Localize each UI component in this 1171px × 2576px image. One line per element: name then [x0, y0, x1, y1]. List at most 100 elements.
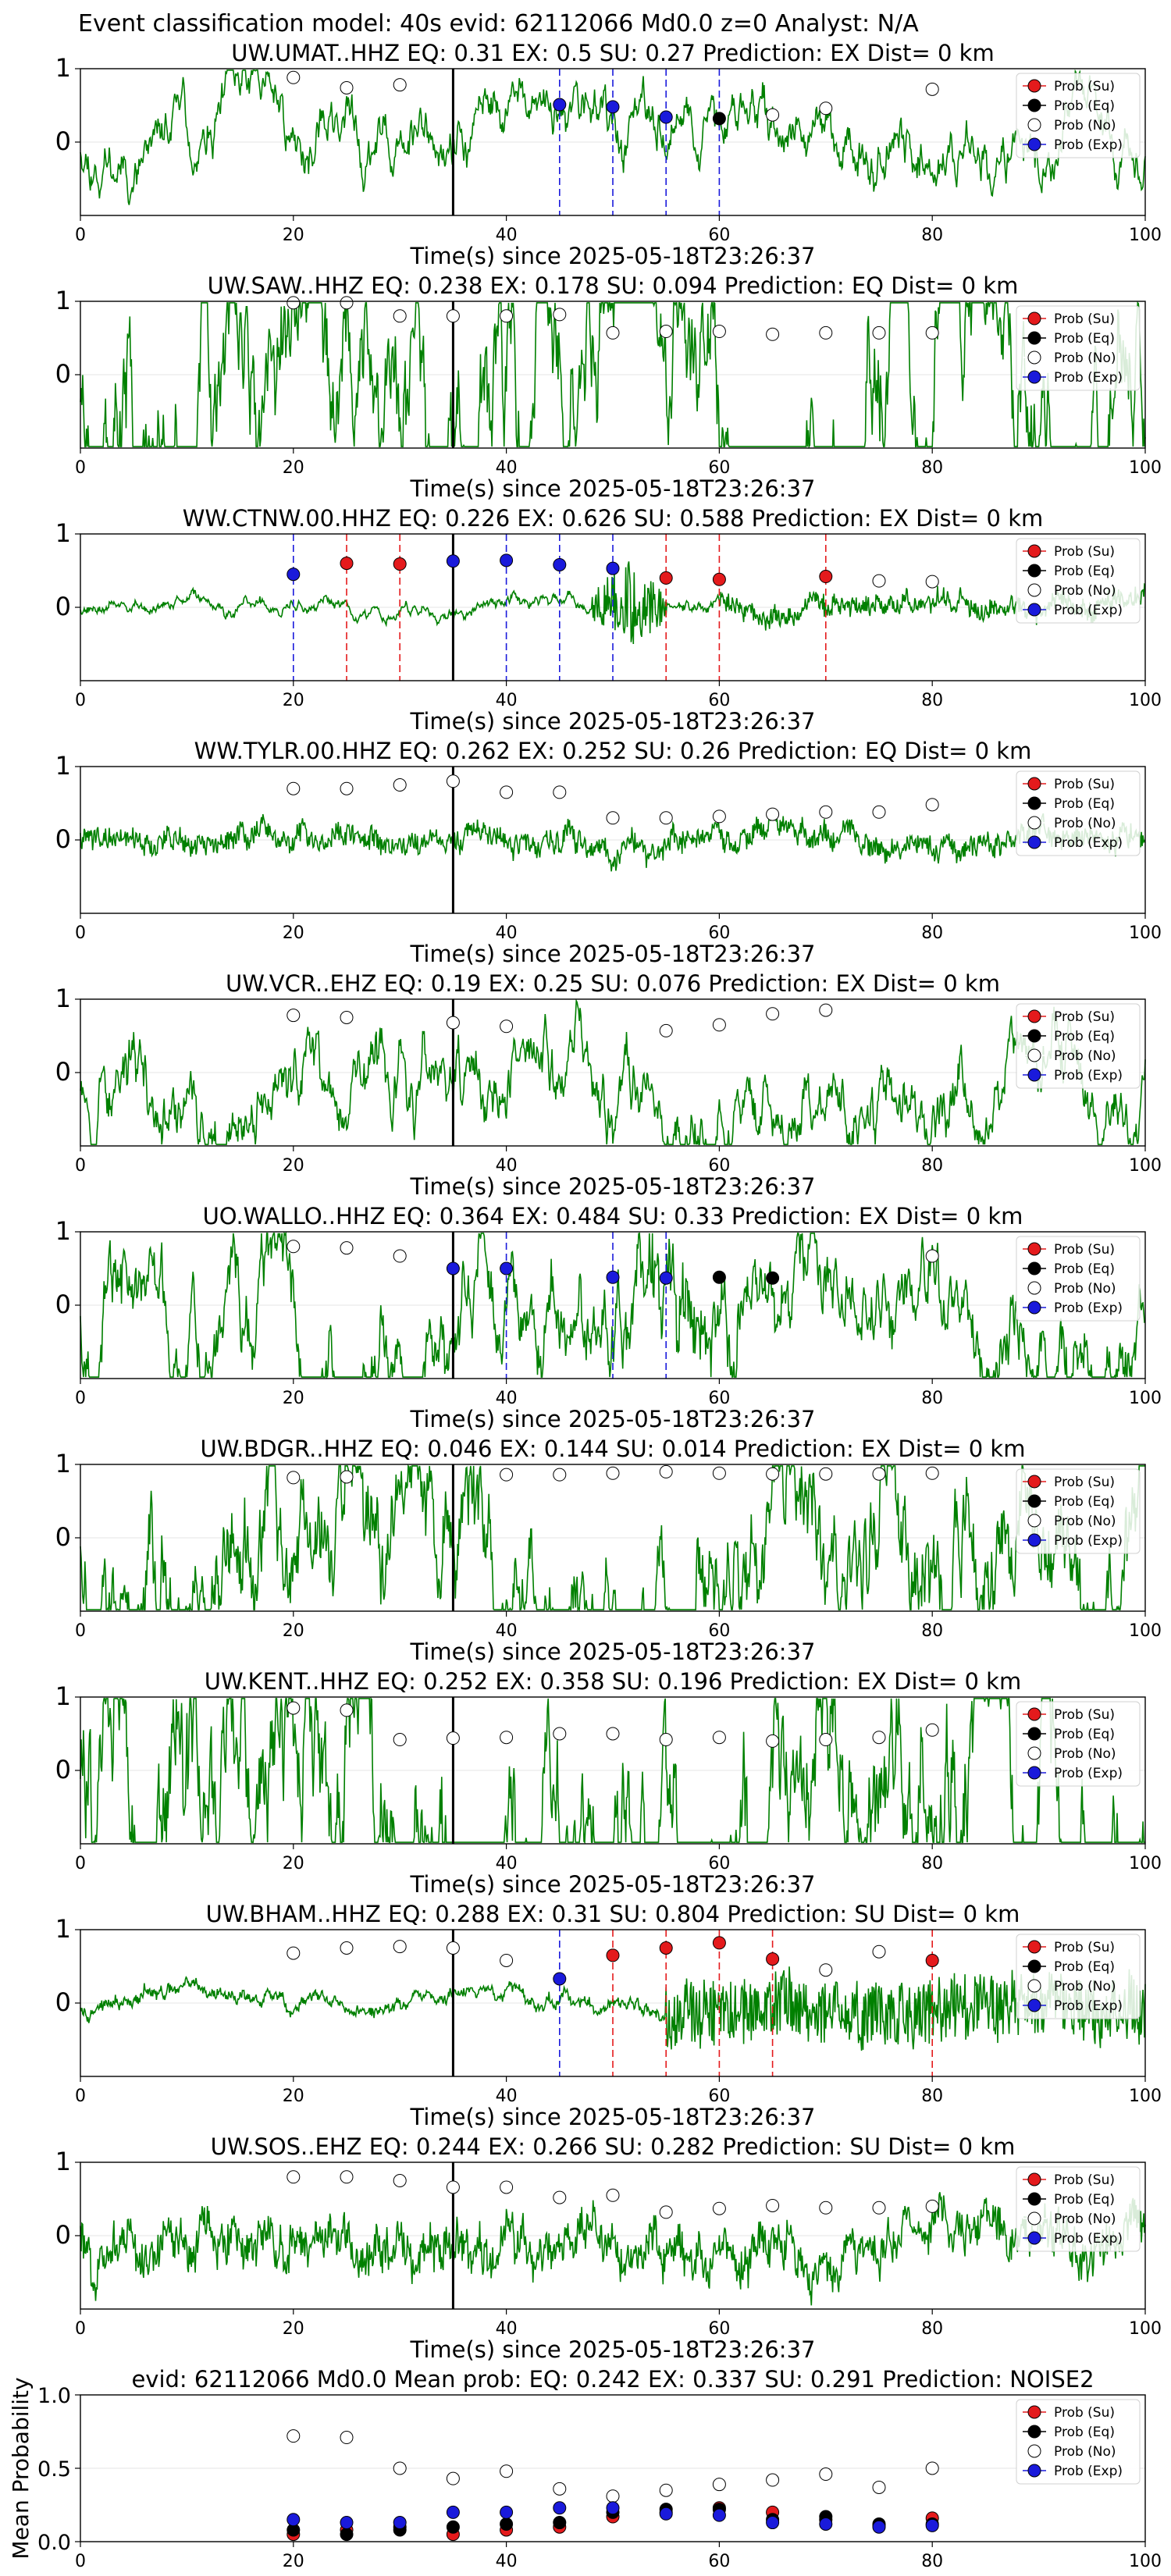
- legend-swatch-su: [1027, 79, 1041, 93]
- legend-box: [1016, 2399, 1141, 2485]
- prob-no-point: [659, 325, 673, 339]
- panel-11: evid: 62112066 Md0.0 Mean prob: EQ: 0.24…: [8, 2366, 1162, 2571]
- y-axis-label: Mean Probability: [8, 2377, 34, 2559]
- prob-no-point: [393, 1733, 407, 1747]
- waveform-trace: [80, 561, 1146, 645]
- prob-no-point: [659, 1023, 673, 1037]
- prob-su-point: [819, 570, 833, 584]
- prob-no-point: [925, 798, 939, 812]
- x-tick-label: 60: [708, 226, 730, 245]
- legend-label-eq: Prob (Eq): [1054, 1261, 1115, 1277]
- x-tick-label: 20: [283, 458, 304, 478]
- legend-swatch-exp: [1027, 1300, 1041, 1315]
- x-tick-label: 40: [496, 923, 518, 943]
- prob-no-point: [446, 309, 460, 323]
- x-axis-label: Time(s) since 2025-05-18T23:26:37: [410, 243, 816, 269]
- waveform-trace: [80, 2192, 1146, 2306]
- prob-no-point: [712, 2478, 726, 2492]
- legend-swatch-su: [1027, 777, 1041, 791]
- prob-no-point: [393, 78, 407, 92]
- legend-swatch-eq: [1027, 1029, 1041, 1043]
- waveform-trace: [80, 1696, 1145, 1845]
- legend-swatch-exp: [1027, 1533, 1041, 1547]
- panel-title: evid: 62112066 Md0.0 Mean prob: EQ: 0.24…: [131, 2366, 1094, 2393]
- legend-label-no: Prob (No): [1054, 2211, 1116, 2227]
- x-tick-label: 100: [1129, 458, 1162, 478]
- panel-title: UW.SOS..EHZ EQ: 0.244 EX: 0.266 SU: 0.28…: [211, 2133, 1016, 2160]
- panel-title: UW.UMAT..HHZ EQ: 0.31 EX: 0.5 SU: 0.27 P…: [231, 40, 994, 66]
- legend-label-su: Prob (Su): [1054, 1940, 1115, 1955]
- prob-no-point: [872, 326, 886, 340]
- prob-su-point: [712, 1936, 726, 1950]
- prob-no-point: [446, 1016, 460, 1030]
- prob-su-point: [606, 1948, 620, 1962]
- prob-exp-point: [553, 98, 567, 112]
- legend-label-eq: Prob (Eq): [1054, 564, 1115, 579]
- panel-title: UW.BHAM..HHZ EQ: 0.288 EX: 0.31 SU: 0.80…: [206, 1901, 1020, 1927]
- prob-no-point: [925, 2199, 939, 2213]
- x-tick-label: 80: [921, 691, 943, 710]
- prob-no-point: [287, 2170, 301, 2184]
- legend-swatch-eq: [1027, 98, 1041, 112]
- x-tick-label: 60: [708, 1621, 730, 1641]
- y-tick-label: 0.5: [37, 2457, 71, 2482]
- panel-9: UW.BHAM..HHZ EQ: 0.288 EX: 0.31 SU: 0.80…: [55, 1901, 1162, 2130]
- panel-5: UW.VCR..EHZ EQ: 0.19 EX: 0.25 SU: 0.076 …: [55, 970, 1162, 1200]
- x-tick-label: 100: [1129, 2319, 1162, 2339]
- y-tick-label: 1: [55, 518, 71, 548]
- x-tick-label: 80: [921, 2552, 943, 2571]
- legend-swatch-eq: [1027, 2425, 1041, 2439]
- prob-no-point: [712, 809, 726, 824]
- prob-no-point: [340, 2431, 354, 2445]
- x-tick-label: 0: [75, 2087, 86, 2106]
- x-tick-label: 80: [921, 1389, 943, 1408]
- legend-label-eq: Prob (Eq): [1054, 1494, 1115, 1510]
- y-tick-label: 0.0: [37, 2531, 71, 2555]
- prob-no-point: [925, 326, 939, 340]
- x-tick-label: 80: [921, 2319, 943, 2339]
- x-tick-label: 20: [283, 1389, 304, 1408]
- prob-no-point: [659, 811, 673, 825]
- prob-no-point: [766, 108, 780, 122]
- prob-no-point: [340, 296, 354, 310]
- legend-box: [1016, 1468, 1141, 1554]
- legend-box: [1016, 770, 1141, 856]
- prob-no-point: [393, 1249, 407, 1263]
- x-tick-label: 40: [496, 2552, 518, 2571]
- prob-exp-point: [659, 2507, 673, 2521]
- y-tick-label: 1: [55, 1914, 71, 1944]
- x-tick-label: 0: [75, 2552, 86, 2571]
- prob-no-point: [606, 811, 620, 825]
- panel-1: UW.UMAT..HHZ EQ: 0.31 EX: 0.5 SU: 0.27 P…: [55, 40, 1162, 269]
- prob-exp-point: [819, 2517, 833, 2531]
- legend-swatch-exp: [1027, 2464, 1041, 2478]
- legend-label-no: Prob (No): [1054, 1514, 1116, 1529]
- y-tick-label: 1: [55, 2147, 71, 2176]
- prob-no-point: [446, 1731, 460, 1745]
- legend-label-exp: Prob (Exp): [1054, 1300, 1123, 1316]
- legend-swatch-exp: [1027, 835, 1041, 849]
- x-tick-label: 60: [708, 1389, 730, 1408]
- prob-no-point: [553, 1468, 567, 1482]
- prob-no-point: [446, 774, 460, 788]
- x-tick-label: 40: [496, 1389, 518, 1408]
- prob-exp-point: [872, 2520, 886, 2534]
- legend-box: [1016, 1003, 1141, 1089]
- panel-title: UW.VCR..EHZ EQ: 0.19 EX: 0.25 SU: 0.076 …: [226, 970, 1000, 997]
- legend-label-no: Prob (No): [1054, 583, 1116, 599]
- legend-swatch-exp: [1027, 2231, 1041, 2245]
- x-tick-label: 100: [1129, 923, 1162, 943]
- x-axis-label: Time(s) since 2025-05-18T23:26:37: [410, 1638, 816, 1665]
- prob-no-point: [872, 574, 886, 588]
- prob-eq-point: [712, 112, 726, 126]
- x-tick-label: 80: [921, 226, 943, 245]
- legend-swatch-eq: [1027, 1494, 1041, 1508]
- x-tick-label: 60: [708, 458, 730, 478]
- legend-label-exp: Prob (Exp): [1054, 1533, 1123, 1549]
- prob-no-point: [659, 2205, 673, 2219]
- panels: UW.UMAT..HHZ EQ: 0.31 EX: 0.5 SU: 0.27 P…: [8, 40, 1162, 2571]
- waveform-trace: [80, 301, 1146, 450]
- prob-no-point: [872, 1467, 886, 1481]
- prob-no-point: [446, 1941, 460, 1955]
